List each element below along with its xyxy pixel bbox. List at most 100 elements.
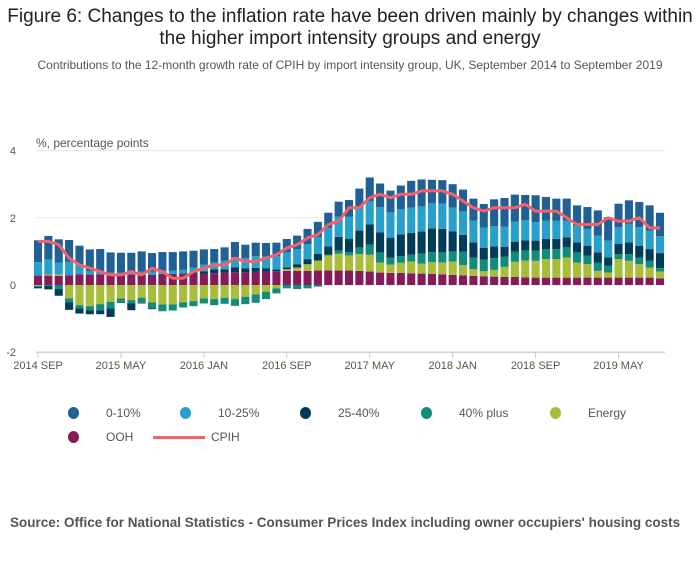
bar-segment-25-40- xyxy=(293,264,302,268)
legend-dot-icon xyxy=(550,407,561,419)
bar-segment-10-25- xyxy=(469,220,478,243)
bar-segment-ooh xyxy=(479,276,488,285)
bar-segment-energy xyxy=(313,260,322,271)
bar-segment-40-plus xyxy=(96,304,105,311)
bar-segment-10-25- xyxy=(562,220,571,238)
bar-segment-energy xyxy=(469,269,478,276)
bar-segment-40-plus xyxy=(116,298,125,302)
bar-segment-0-10- xyxy=(531,195,540,223)
bar-segment-10-25- xyxy=(583,228,592,246)
bar-segment-10-25- xyxy=(179,269,188,274)
bar-segment-40-plus xyxy=(127,300,136,304)
bar-segment-ooh xyxy=(500,276,509,285)
bar-segment-0-10- xyxy=(521,194,530,221)
bar-segment-10-25- xyxy=(365,201,374,225)
bar-segment-40-plus xyxy=(210,299,219,306)
bar-segment-0-10- xyxy=(54,239,63,263)
bar-segment-40-plus xyxy=(427,252,436,263)
bar-segment-energy xyxy=(521,260,530,278)
bar-segment-25-40- xyxy=(33,286,43,289)
bar-segment-0-10- xyxy=(614,203,623,228)
bar-segment-0-10- xyxy=(33,240,43,263)
bar-segment-energy xyxy=(407,261,416,274)
cpih-line xyxy=(38,189,660,280)
bar-segment-10-25- xyxy=(448,207,457,232)
bar-segment-0-10- xyxy=(251,242,260,257)
bar-segment-10-25- xyxy=(65,261,74,276)
bar-segment-0-10- xyxy=(262,243,271,257)
bar-segment-energy xyxy=(604,272,613,278)
bar-segment-0-10- xyxy=(490,199,499,227)
bar-segment-10-25- xyxy=(262,256,271,269)
bar-segment-ooh xyxy=(54,275,63,285)
bar-segment-25-40- xyxy=(106,308,115,317)
bar-segment-10-25- xyxy=(282,252,291,268)
bar-segment-ooh xyxy=(541,277,551,285)
bar-segment-10-25- xyxy=(593,235,602,253)
bar-segment-energy xyxy=(593,270,602,278)
bar-segment-40-plus xyxy=(604,265,613,273)
bar-segment-ooh xyxy=(655,278,665,285)
bar-segment-40-plus xyxy=(189,301,198,307)
bar-segment-40-plus xyxy=(85,306,94,311)
bar-segment-ooh xyxy=(282,270,291,285)
bar-segment-0-10- xyxy=(293,235,302,250)
bar-segment-40-plus xyxy=(510,251,519,262)
bar-segment-25-40- xyxy=(313,253,322,261)
bar-segment-energy xyxy=(624,260,633,278)
bar-segment-40-plus xyxy=(179,302,188,308)
bar-segment-10-25- xyxy=(324,227,333,247)
bar-segment-energy xyxy=(334,253,343,271)
legend-label: 10-25% xyxy=(218,406,260,420)
bar-segment-ooh xyxy=(127,274,136,285)
bar-segment-0-10- xyxy=(116,252,125,273)
bar-segment-energy xyxy=(458,265,468,276)
bar-segment-0-10- xyxy=(365,177,374,201)
bar-segment-0-10- xyxy=(168,252,177,271)
legend-dot-icon xyxy=(300,407,311,419)
bar-segment-energy xyxy=(479,271,488,277)
bar-segment-energy xyxy=(448,261,457,275)
bar-segment-40-plus xyxy=(376,252,385,263)
bar-segment-ooh xyxy=(645,277,654,285)
bar-segment-40-plus xyxy=(282,285,291,289)
bar-segment-40-plus xyxy=(583,255,592,265)
bar-segment-energy xyxy=(376,262,385,273)
bar-segment-40-plus xyxy=(552,249,561,260)
bar-segment-ooh xyxy=(313,270,322,285)
bar-segment-energy xyxy=(510,261,519,277)
bar-segment-25-40- xyxy=(479,247,488,260)
bar-segment-ooh xyxy=(44,275,53,285)
bar-segment-ooh xyxy=(220,272,229,285)
bar-segment-ooh xyxy=(158,274,167,285)
legend-label: 40% plus xyxy=(459,406,509,420)
bar-segment-0-10- xyxy=(583,207,592,229)
bar-segment-ooh xyxy=(624,277,633,285)
bar-segment-0-10- xyxy=(562,198,571,221)
bar-segment-10-25- xyxy=(417,206,426,232)
bar-segment-energy xyxy=(614,259,623,278)
bar-segment-10-25- xyxy=(635,227,644,246)
bar-segment-10-25- xyxy=(604,240,613,258)
bar-segment-40-plus xyxy=(313,285,322,287)
bar-segment-10-25- xyxy=(458,211,468,235)
bar-segment-25-40- xyxy=(624,242,633,255)
bar-segment-ooh xyxy=(521,277,530,285)
bar-segment-0-10- xyxy=(541,196,551,221)
bar-segment-ooh xyxy=(427,273,436,285)
bar-segment-40-plus xyxy=(531,250,540,261)
bar-segment-0-10- xyxy=(85,249,94,272)
bar-segment-40-plus xyxy=(106,301,115,309)
bar-segment-0-10- xyxy=(75,245,84,265)
x-tick-label: 2018 SEP xyxy=(511,360,561,372)
bar-segment-25-40- xyxy=(282,267,291,270)
bar-segment-10-25- xyxy=(54,262,63,275)
legend-row-1: 0-10% 10-25% 25-40% 40% plus Energy xyxy=(60,404,680,428)
x-tick-label: 2014 SEP xyxy=(13,360,63,372)
bar-segment-25-40- xyxy=(510,241,519,252)
bar-segment-40-plus xyxy=(303,285,312,289)
bar-segment-0-10- xyxy=(199,249,208,265)
bar-segment-energy xyxy=(179,285,188,303)
bar-segment-40-plus xyxy=(344,252,354,256)
bar-segment-40-plus xyxy=(272,288,281,294)
